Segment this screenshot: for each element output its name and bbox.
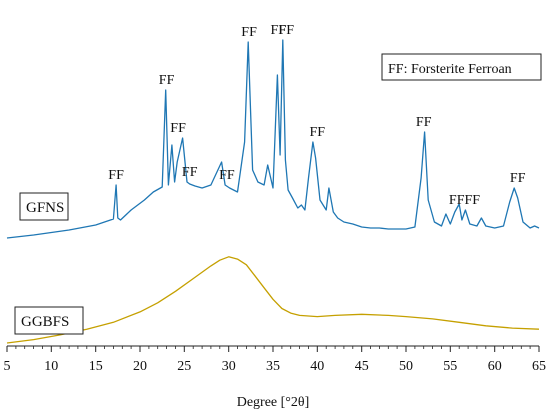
x-tick-label: 15 bbox=[89, 359, 103, 374]
x-tick-label: 45 bbox=[355, 359, 369, 374]
peak-label: FFFF bbox=[449, 193, 480, 208]
peak-label: FF bbox=[241, 25, 257, 40]
x-axis: 5 10 15 20 25 30 35 40 45 50 55 60 65 bbox=[4, 345, 546, 374]
x-tick-label: 30 bbox=[222, 359, 236, 374]
x-tick-label: 65 bbox=[532, 359, 546, 374]
peak-label: FF bbox=[279, 23, 295, 38]
x-tick-label: 40 bbox=[310, 359, 324, 374]
series-line-gfns bbox=[6, 39, 540, 239]
peak-label: FF bbox=[310, 125, 326, 140]
peak-label: FF bbox=[416, 115, 432, 130]
peak-label: FF bbox=[219, 168, 235, 183]
x-tick-label: 35 bbox=[266, 359, 280, 374]
traces-layer bbox=[6, 39, 540, 344]
series-line-ggbfs bbox=[6, 256, 540, 344]
peak-label: FF bbox=[271, 23, 287, 38]
x-tick-label: 20 bbox=[133, 359, 147, 374]
x-tick-label: 25 bbox=[177, 359, 191, 374]
series-label-ggbfs-text: GGBFS bbox=[21, 314, 69, 330]
series-label-gfns-frame bbox=[19, 192, 69, 221]
x-axis-title: Degree [°2θ] bbox=[237, 395, 310, 410]
legend-box: FF: Forsterite Ferroan bbox=[381, 53, 542, 81]
series-label-gfns-text: GFNS bbox=[26, 200, 64, 216]
peak-label: FF bbox=[108, 168, 124, 183]
x-tick-label: 10 bbox=[44, 359, 58, 374]
series-label-ggbfs-frame bbox=[14, 306, 84, 335]
x-tick-label: 5 bbox=[4, 359, 11, 374]
peak-label: FF bbox=[159, 73, 175, 88]
series-label-ggbfs: GGBFS bbox=[14, 306, 84, 335]
peak-label: FF bbox=[182, 165, 198, 180]
x-tick-label: 60 bbox=[488, 359, 502, 374]
x-tick-label: 50 bbox=[399, 359, 413, 374]
series-label-gfns: GFNS bbox=[19, 192, 69, 221]
legend-box-frame bbox=[381, 53, 542, 81]
legend-box-text: FF: Forsterite Ferroan bbox=[388, 62, 512, 77]
peak-label: FF bbox=[170, 121, 186, 136]
peak-label: FF bbox=[510, 171, 526, 186]
x-tick-label: 55 bbox=[443, 359, 457, 374]
